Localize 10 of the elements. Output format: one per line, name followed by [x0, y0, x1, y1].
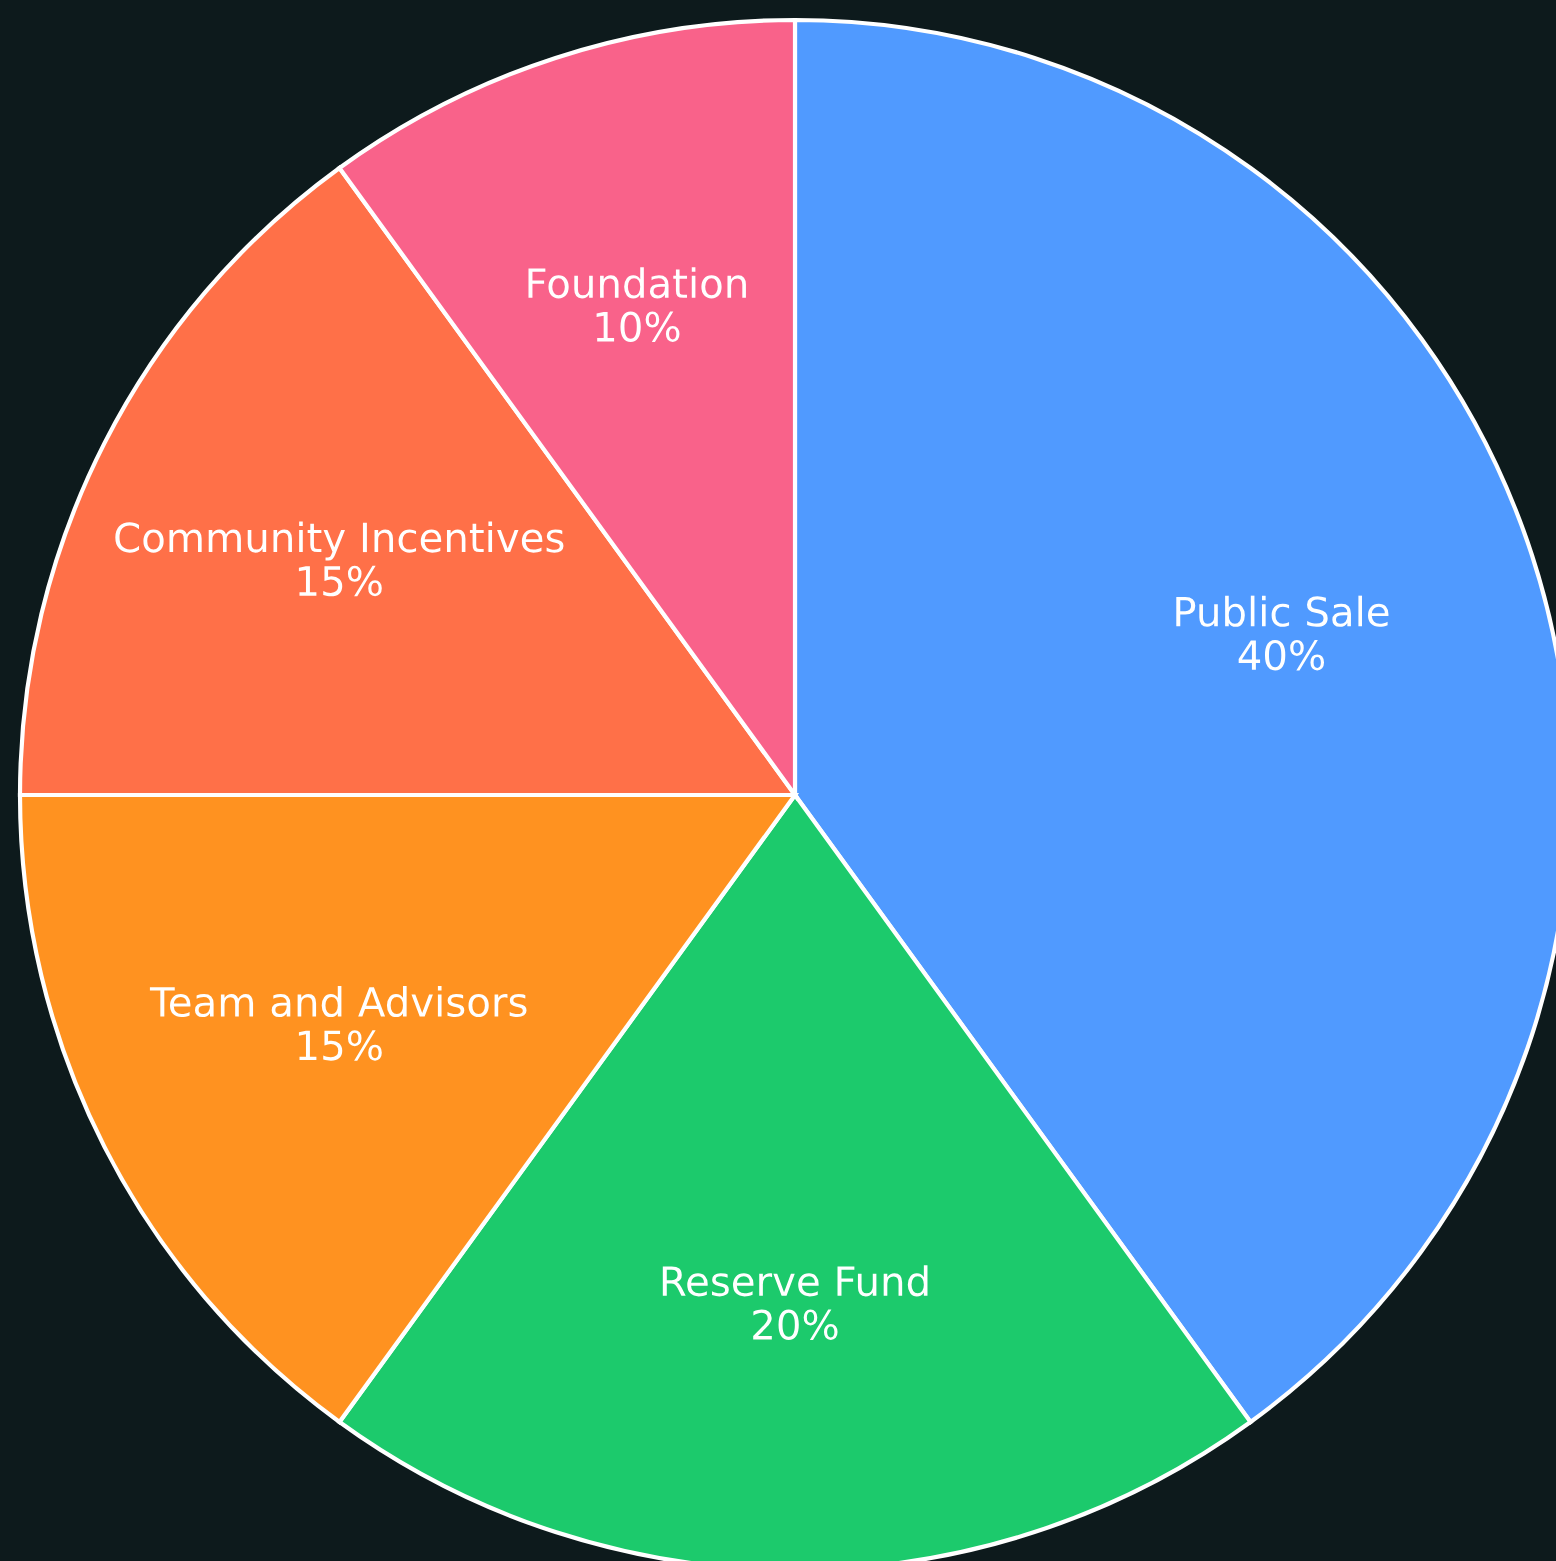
data-label: 20% [753, 1309, 838, 1340]
data-label: 15% [298, 565, 382, 597]
data-label: 15% [298, 1030, 382, 1061]
slice-label: Public Sale [1176, 595, 1389, 627]
slice-label: Foundation [528, 267, 746, 299]
data-label: 40% [1238, 639, 1324, 671]
data-label: 10% [596, 311, 680, 343]
slice-label: Team and Advisors [149, 985, 527, 1018]
slice-label: Reserve Fund [662, 1265, 928, 1297]
slice-label: Community Incentives [115, 521, 564, 561]
